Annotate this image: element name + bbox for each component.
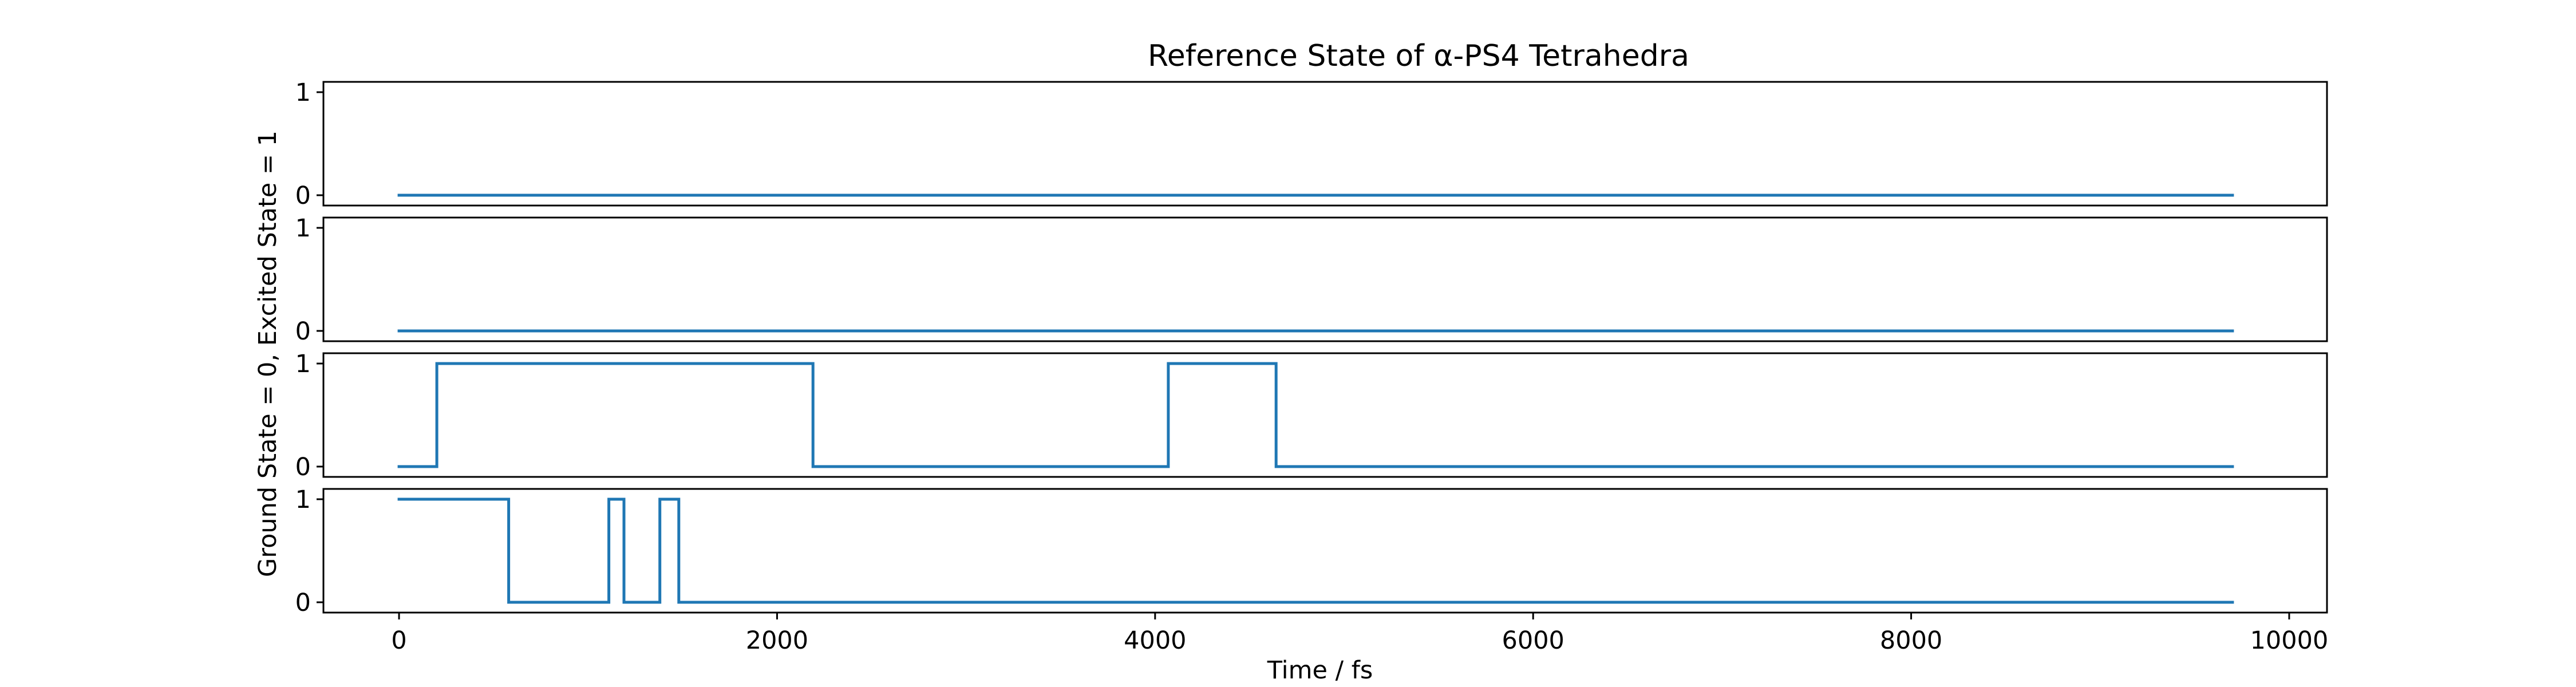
- y-axis-title: Ground State = 0, Excited State = 1: [254, 131, 282, 577]
- x-tick-label-4000: 4000: [1124, 626, 1186, 655]
- axes-frame-panel-4: [322, 488, 2328, 614]
- y-tick-label-panel-2-1: 1: [295, 214, 311, 243]
- y-tick-label-panel-4-0: 0: [295, 589, 311, 617]
- y-tick-label-panel-4-1: 1: [295, 485, 311, 514]
- y-tick-label-panel-1-0: 0: [295, 181, 311, 210]
- subplot-2: 01: [295, 214, 2328, 346]
- x-tick-label-2000: 2000: [746, 626, 808, 655]
- subplot-1: 01: [295, 78, 2328, 210]
- x-tick-label-0: 0: [391, 626, 406, 655]
- y-tick-label-panel-3-1: 1: [295, 350, 311, 378]
- chart-title: Reference State of α-PS4 Tetrahedra: [1148, 39, 1689, 73]
- axes-frame-panel-1: [322, 81, 2328, 207]
- x-tick-label-6000: 6000: [1502, 626, 1564, 655]
- subplot-3: 01: [295, 350, 2328, 481]
- series-line-panel-4: [397, 498, 2234, 604]
- y-tick-label-panel-2-0: 0: [295, 317, 311, 346]
- y-tick-label-panel-1-1: 1: [295, 78, 311, 107]
- x-axis-title: Time / fs: [1267, 656, 1373, 685]
- x-tick-label-8000: 8000: [1880, 626, 1942, 655]
- series-line-panel-3: [397, 362, 2234, 468]
- axes-frame-panel-2: [322, 216, 2328, 342]
- x-tick-label-10000: 10000: [2250, 626, 2329, 655]
- subplot-4: 0 1 0 2000 4000 6000 8000 10000: [295, 485, 2329, 655]
- axes-frame-panel-3: [322, 352, 2328, 478]
- y-tick-label-panel-3-0: 0: [295, 453, 311, 481]
